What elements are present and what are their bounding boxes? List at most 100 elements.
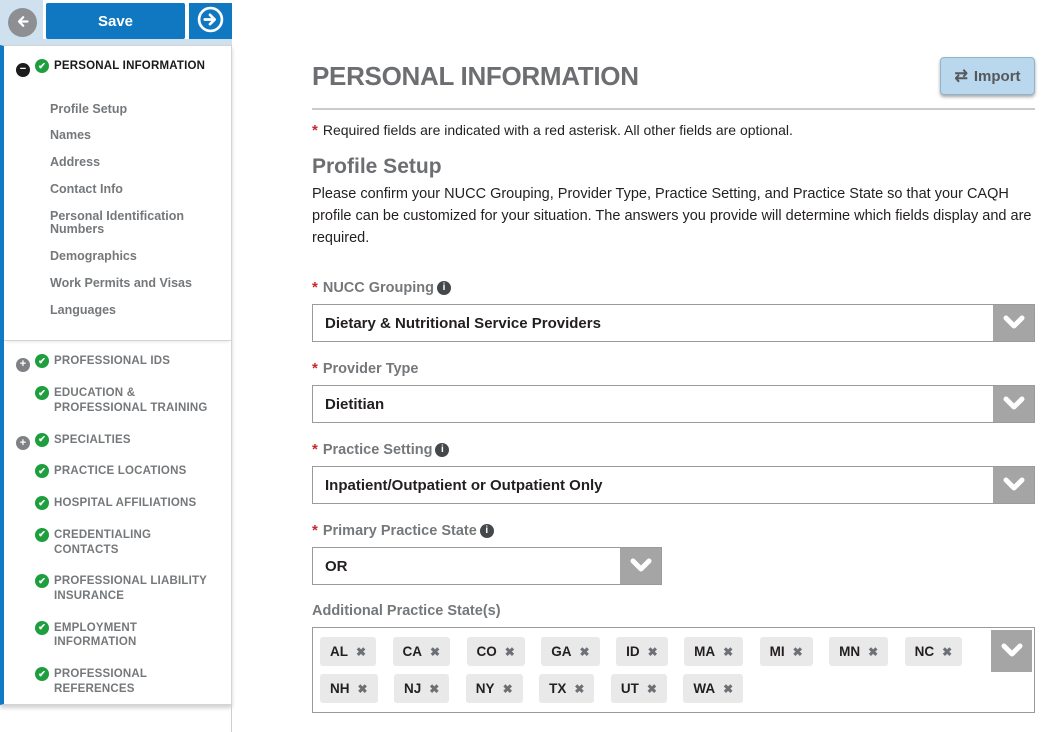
remove-state-icon[interactable]: ✖ xyxy=(942,644,953,659)
sidebar-item-employment-information[interactable]: ✔ EMPLOYMENT INFORMATION xyxy=(16,620,223,650)
check-circle-icon: ✔ xyxy=(35,496,49,511)
sidebar-item-practice-locations[interactable]: ✔ PRACTICE LOCATIONS xyxy=(16,464,223,479)
expand-icon[interactable]: + xyxy=(16,357,30,372)
primary-practice-state-label: * Primary Practice State i xyxy=(312,522,1035,539)
profile-setup-heading: Profile Setup xyxy=(312,155,442,178)
remove-state-icon[interactable]: ✖ xyxy=(356,644,367,659)
nucc-grouping-select[interactable]: Dietary & Nutritional Service Providers xyxy=(312,304,1035,343)
remove-state-icon[interactable]: ✖ xyxy=(429,681,440,696)
nucc-grouping-label: * NUCC Grouping i xyxy=(312,279,1035,296)
remove-state-icon[interactable]: ✖ xyxy=(357,681,368,696)
sidebar-subitem-profile-setup[interactable]: Profile Setup xyxy=(50,101,128,116)
sidebar-item-label: PROFESSIONAL LIABILITY INSURANCE xyxy=(54,575,207,602)
remove-state-icon[interactable]: ✖ xyxy=(574,681,585,696)
state-tag: CO ✖ xyxy=(466,637,525,667)
sidebar-item-professional-liability-insurance[interactable]: ✔ PROFESSIONAL LIABILITY INSURANCE xyxy=(16,574,223,603)
practice-setting-value: Inpatient/Outpatient or Outpatient Only xyxy=(325,476,603,494)
practice-setting-select[interactable]: Inpatient/Outpatient or Outpatient Only xyxy=(312,466,1035,505)
sidebar-item-label: CREDENTIALING CONTACTS xyxy=(54,528,152,556)
sidebar-subitem-work-permits-and-visas[interactable]: Work Permits and Visas xyxy=(50,275,192,290)
sidebar-subitem-address[interactable]: Address xyxy=(50,155,101,170)
check-circle-icon: ✔ xyxy=(35,667,49,682)
check-circle-icon: ✔ xyxy=(35,432,49,447)
state-tag: MA ✖ xyxy=(684,637,744,667)
required-asterisk-icon: * xyxy=(312,279,318,297)
transfer-arrows-icon: ⇄ xyxy=(954,68,968,85)
check-circle-icon: ✔ xyxy=(35,620,49,635)
header-divider xyxy=(312,108,1035,110)
nucc-grouping-value: Dietary & Nutritional Service Providers xyxy=(325,314,601,332)
required-asterisk-icon: * xyxy=(312,122,318,139)
sidebar-item-label: EDUCATION & PROFESSIONAL TRAINING xyxy=(54,387,208,414)
state-tag: GA ✖ xyxy=(541,637,600,667)
sidebar-item-label: PROFESSIONAL IDS xyxy=(54,355,171,368)
sidebar-item-personal-information[interactable]: − ✔ PERSONAL INFORMATION xyxy=(16,59,223,77)
check-circle-icon: ✔ xyxy=(35,354,49,369)
sidebar-item-professional-ids[interactable]: + ✔ PROFESSIONAL IDS xyxy=(16,354,223,372)
provider-type-value: Dietitian xyxy=(325,395,385,413)
remove-state-icon[interactable]: ✖ xyxy=(723,681,734,696)
required-fields-note: * Required fields are indicated with a re… xyxy=(312,122,793,139)
chevron-down-icon[interactable] xyxy=(620,548,661,585)
toolbar: Save xyxy=(0,0,232,45)
sidebar-item-hospital-affiliations[interactable]: ✔ HOSPITAL AFFILIATIONS xyxy=(16,496,223,511)
sidebar-subitem-demographics[interactable]: Demographics xyxy=(50,249,137,264)
remove-state-icon[interactable]: ✖ xyxy=(723,644,734,659)
collapse-icon[interactable]: − xyxy=(16,62,30,77)
info-icon[interactable]: i xyxy=(479,523,494,538)
remove-state-icon[interactable]: ✖ xyxy=(868,644,879,659)
next-button[interactable] xyxy=(189,3,232,39)
state-tag: UT ✖ xyxy=(610,674,667,704)
arrow-left-icon xyxy=(14,13,31,33)
practice-setting-label: * Practice Setting i xyxy=(312,441,1035,458)
save-button[interactable]: Save xyxy=(46,3,185,39)
remove-state-icon[interactable]: ✖ xyxy=(792,644,803,659)
remove-state-icon[interactable]: ✖ xyxy=(504,644,515,659)
import-button-label: Import xyxy=(973,67,1021,85)
primary-practice-state-select[interactable]: OR xyxy=(312,547,662,586)
info-icon[interactable]: i xyxy=(437,280,451,295)
sidebar-item-education-professional-training[interactable]: ✔ EDUCATION & PROFESSIONAL TRAINING xyxy=(16,386,223,415)
expand-icon[interactable]: + xyxy=(16,436,30,451)
sidebar-divider-line xyxy=(231,705,232,732)
arrow-right-circle-icon xyxy=(197,6,224,36)
remove-state-icon[interactable]: ✖ xyxy=(502,681,513,696)
sidebar-item-label: SPECIALTIES xyxy=(54,433,131,446)
state-tag: NY ✖ xyxy=(465,674,523,704)
state-tag: NJ ✖ xyxy=(394,674,450,704)
additional-practice-states-multiselect[interactable]: AL ✖ CA ✖ CO ✖ GA ✖ ID ✖ MA ✖ MI ✖ MN ✖ NC ✖ NH ✖ … xyxy=(312,627,1035,714)
sidebar-subitem-languages[interactable]: Languages xyxy=(50,302,116,317)
check-circle-icon: ✔ xyxy=(35,386,49,401)
sidebar-subitem-contact-info[interactable]: Contact Info xyxy=(50,181,123,196)
sidebar-subitem-names[interactable]: Names xyxy=(50,128,91,143)
sidebar-item-label: EMPLOYMENT INFORMATION xyxy=(54,621,138,649)
chevron-down-icon[interactable] xyxy=(993,305,1034,342)
remove-state-icon[interactable]: ✖ xyxy=(646,681,657,696)
chevron-down-icon[interactable] xyxy=(993,386,1034,423)
required-asterisk-icon: * xyxy=(312,360,318,378)
chevron-down-icon[interactable] xyxy=(991,630,1032,673)
sidebar-item-specialties[interactable]: + ✔ SPECIALTIES xyxy=(16,432,223,451)
import-button[interactable]: ⇄ Import xyxy=(940,57,1035,95)
sidebar-item-label: PROFESSIONAL REFERENCES xyxy=(54,668,147,695)
back-button[interactable] xyxy=(8,8,37,37)
provider-type-label: * Provider Type xyxy=(312,360,419,378)
provider-type-select[interactable]: Dietitian xyxy=(312,385,1035,424)
sidebar-item-credentialing-contacts[interactable]: ✔ CREDENTIALING CONTACTS xyxy=(16,527,223,557)
state-tag: MN ✖ xyxy=(829,637,889,667)
state-tag: AL ✖ xyxy=(320,637,377,667)
sidebar-group-sections: + ✔ PROFESSIONAL IDS ✔ EDUCATION & PROFE… xyxy=(4,341,231,704)
sidebar-item-professional-references[interactable]: ✔ PROFESSIONAL REFERENCES xyxy=(16,667,223,696)
sidebar-subitem-personal-identification-numbers[interactable]: Personal Identification Numbers xyxy=(50,208,185,237)
state-tag: CA ✖ xyxy=(392,637,451,667)
remove-state-icon[interactable]: ✖ xyxy=(430,644,441,659)
chevron-down-icon[interactable] xyxy=(993,467,1034,504)
main-content: PERSONAL INFORMATION ⇄ Import * Required … xyxy=(312,50,1035,732)
remove-state-icon[interactable]: ✖ xyxy=(579,644,590,659)
state-tag: TX ✖ xyxy=(539,674,595,704)
remove-state-icon[interactable]: ✖ xyxy=(647,644,658,659)
required-asterisk-icon: * xyxy=(312,522,318,540)
page-title: PERSONAL INFORMATION xyxy=(312,61,639,91)
check-circle-icon: ✔ xyxy=(35,464,49,479)
info-icon[interactable]: i xyxy=(435,442,450,457)
